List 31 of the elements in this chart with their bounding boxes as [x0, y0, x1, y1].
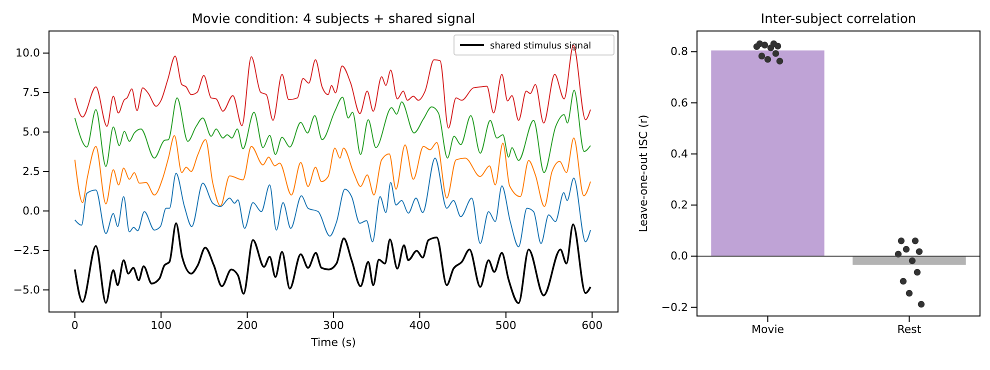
- y-tick-label: −5.0: [13, 283, 40, 296]
- chart-title: Inter-subject correlation: [760, 12, 916, 27]
- y-tick-label: 0.8: [670, 45, 688, 58]
- x-tick-label: Rest: [897, 322, 922, 336]
- x-tick-label: Movie: [751, 322, 784, 336]
- y-tick-label: 0.6: [670, 96, 688, 110]
- y-tick-label: 5.0: [22, 126, 40, 139]
- y-tick-label: 2.5: [22, 165, 40, 178]
- y-tick-label: 0.2: [670, 198, 688, 212]
- x-tick-label: 600: [582, 318, 603, 332]
- x-tick-label: 0: [71, 318, 78, 332]
- y-tick-label: −2.5: [13, 244, 40, 257]
- line-series: [74, 135, 591, 208]
- y-tick-label: 7.5: [22, 86, 40, 100]
- y-tick-label: 0.0: [22, 204, 40, 218]
- x-tick-label: 400: [409, 318, 430, 332]
- chart-title: Movie condition: 4 subjects + shared signal: [192, 12, 476, 27]
- y-tick-label: 10.0: [16, 46, 40, 60]
- x-tick-label: 500: [495, 318, 516, 332]
- legend-label: shared stimulus signal: [490, 42, 592, 52]
- x-axis-title: Time (s): [310, 336, 356, 349]
- line-series: [74, 158, 591, 248]
- x-tick-label: 100: [150, 318, 172, 332]
- y-tick-label: −0.2: [661, 300, 688, 314]
- line-series: [74, 90, 591, 174]
- line-series: [74, 222, 592, 304]
- y-tick-label: 0.0: [670, 250, 688, 263]
- y-axis-title: Leave-one-out ISC (r): [637, 114, 650, 232]
- y-tick-label: 0.4: [670, 147, 688, 160]
- x-tick-label: 300: [323, 318, 344, 332]
- x-tick-label: 200: [236, 318, 258, 332]
